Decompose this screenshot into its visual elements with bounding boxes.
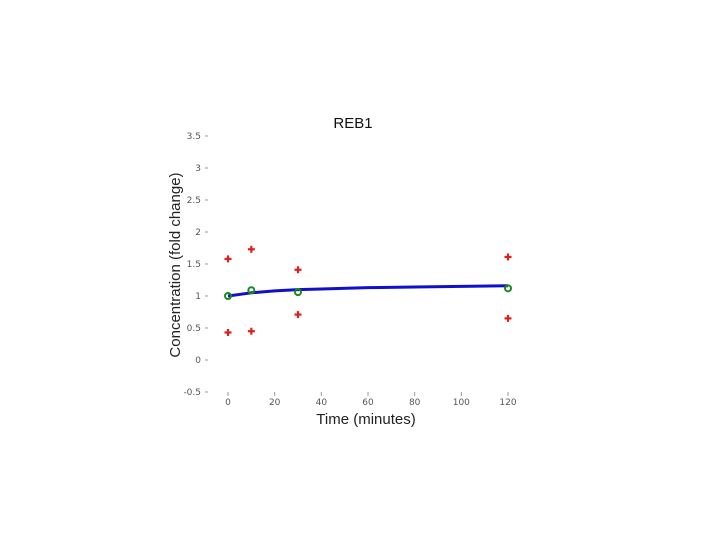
replicate-point: [224, 328, 232, 336]
replicate-point: [247, 327, 255, 335]
x-tick-label: 40: [316, 398, 328, 408]
mean-point: [224, 292, 232, 300]
y-tick-label: 0: [195, 356, 201, 366]
y-tick-label: -0.5: [183, 388, 201, 398]
replicate-point: [294, 311, 302, 319]
replicate-point: [247, 245, 255, 253]
y-tick-label: 1.5: [187, 260, 201, 270]
replicate-point: [504, 253, 512, 261]
mean-point: [294, 288, 302, 297]
x-axis-label: Time (minutes): [316, 411, 415, 428]
fit-line: [227, 284, 509, 298]
replicate-point: [224, 255, 232, 263]
y-tick-label: 1: [195, 292, 201, 302]
x-axis: 0 20 40 60 80 100 120: [225, 392, 517, 408]
x-tick-label: 0: [225, 398, 231, 408]
y-tick-label: 2: [195, 228, 201, 238]
x-tick-label: 60: [362, 398, 374, 408]
x-tick-label: 20: [269, 398, 281, 408]
y-tick-label: 0.5: [187, 324, 201, 334]
replicate-point: [294, 266, 302, 274]
y-axis: -0.5 0 0.5 1 1.5 2 2.5 3 3.5: [183, 132, 208, 398]
y-tick-label: 3: [195, 164, 201, 174]
x-tick-label: 80: [409, 398, 421, 408]
chart-title: REB1: [333, 115, 372, 132]
y-axis-label: Concentration (fold change): [167, 172, 184, 357]
replicate-point: [504, 314, 512, 322]
mean-point: [247, 286, 256, 295]
x-tick-label: 120: [499, 398, 516, 408]
x-tick-label: 100: [453, 398, 470, 408]
y-tick-label: 3.5: [187, 132, 201, 142]
mean-point: [504, 284, 512, 293]
plot-area: [224, 245, 512, 336]
y-tick-label: 2.5: [187, 196, 201, 206]
